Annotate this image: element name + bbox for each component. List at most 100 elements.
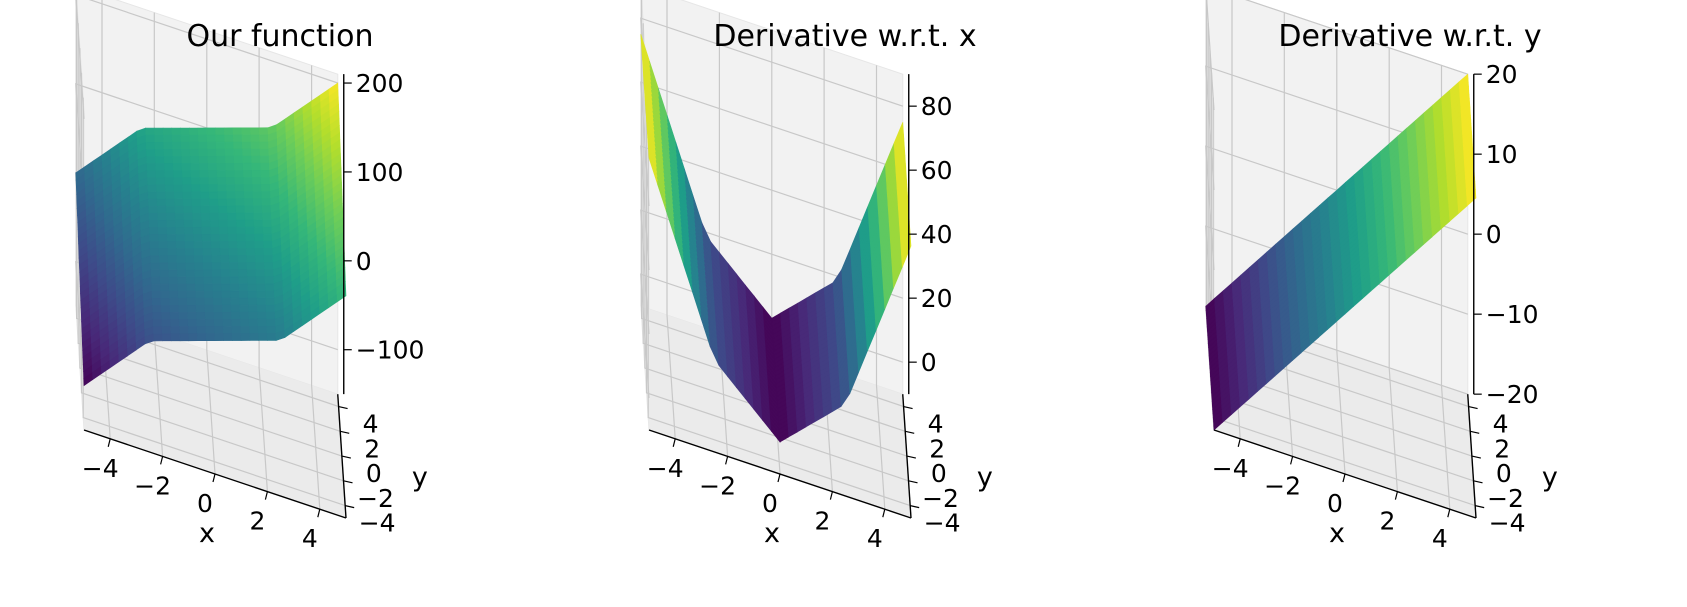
z-tick-label: −20 — [1486, 380, 1539, 409]
x-tick-mark — [1290, 456, 1294, 465]
z-tick-label: 20 — [1486, 60, 1518, 89]
surface-patch — [167, 262, 178, 271]
surface-patch — [165, 191, 175, 200]
surface-patch — [257, 318, 268, 327]
surface-patch — [238, 276, 249, 285]
surface-patch — [262, 219, 273, 228]
surface-patch — [236, 233, 247, 242]
surface — [1205, 73, 1477, 431]
surface-patch — [173, 184, 184, 193]
surface-patch — [258, 127, 269, 136]
surface-patch — [148, 198, 158, 207]
surface-patch — [152, 319, 163, 328]
surface-patch — [249, 333, 260, 341]
y-tick-mark — [903, 405, 913, 410]
surface-patch — [260, 184, 271, 192]
y-gridline — [647, 97, 911, 507]
surface-patch — [222, 326, 233, 334]
surface-patch — [223, 127, 234, 136]
z-tick-label: 0 — [1486, 220, 1502, 249]
surface-patch — [201, 219, 211, 228]
surface-patch — [169, 297, 180, 306]
surface-patch — [219, 233, 229, 242]
surface-patch — [203, 290, 214, 299]
z-tick-label: 40 — [921, 220, 953, 249]
surface-patch — [197, 127, 208, 136]
y-tick-label: −2 — [357, 484, 394, 513]
surface-patch — [190, 163, 201, 171]
surface-patch — [188, 127, 199, 136]
y-tick-label: 0 — [931, 459, 947, 488]
surface-patch — [202, 255, 213, 264]
surface-patch — [195, 290, 205, 299]
z-tick-label: 0 — [921, 348, 937, 377]
surface-patch — [148, 205, 159, 214]
surface-patch — [224, 155, 235, 164]
surface-patch — [242, 162, 253, 171]
y-tick-label: 4 — [928, 410, 944, 439]
surface-patch — [206, 134, 217, 143]
surface-patch — [210, 234, 221, 242]
surface-patch — [183, 219, 194, 228]
surface-patch — [225, 177, 236, 185]
surface-patch — [170, 319, 180, 327]
surface-patch — [250, 148, 261, 157]
surface-patch — [155, 156, 165, 164]
surface-patch — [184, 248, 195, 257]
surface-patch — [177, 283, 188, 292]
surface-patch — [204, 304, 215, 313]
surface-patch — [254, 233, 264, 242]
surface-patch — [204, 311, 215, 320]
surface-patch — [151, 297, 162, 306]
surface-patch — [148, 220, 159, 228]
surface-patch — [154, 149, 165, 157]
x-tick-mark — [777, 473, 781, 483]
surface-patch — [203, 283, 214, 292]
surface-patch — [182, 198, 193, 207]
surface-patch — [233, 163, 244, 171]
surface-patch — [192, 219, 203, 228]
x-tick-mark — [829, 491, 833, 500]
surface-patch — [251, 162, 262, 171]
surface-patch — [150, 262, 161, 271]
surface-patch — [176, 262, 187, 271]
surface-patch — [179, 326, 189, 335]
surface-patch — [220, 262, 231, 271]
y-tick-mark — [1475, 505, 1485, 509]
y-tick-label: −2 — [922, 484, 959, 513]
z-tick-label: 0 — [356, 247, 372, 276]
y-axis-label: y — [977, 462, 993, 493]
surface-patch — [235, 198, 246, 207]
y-tick-mark — [905, 430, 915, 434]
x-tick-label: −4 — [1212, 454, 1249, 483]
surface-patch — [194, 283, 205, 292]
surface-patch — [262, 233, 273, 242]
surface-patch — [219, 248, 230, 256]
y-tick-label: 0 — [1496, 459, 1512, 488]
surface-patch — [231, 333, 242, 341]
x-gridline — [875, 65, 886, 510]
surface-patch — [230, 290, 240, 299]
z-tick-label: 20 — [921, 284, 953, 313]
surface-patch — [181, 170, 192, 179]
surface-patch — [229, 269, 240, 278]
surface-patch — [212, 283, 223, 292]
x-tick-label: 4 — [1432, 524, 1448, 553]
y-tick-mark — [906, 455, 917, 459]
surface-patch — [176, 248, 186, 256]
surface-patch — [231, 326, 242, 334]
surface-patch — [147, 177, 157, 186]
surface-patch — [223, 333, 233, 341]
surface-patch — [264, 269, 275, 278]
surface-patch — [178, 297, 188, 306]
surface-patch — [237, 255, 248, 263]
surface-patch — [168, 283, 179, 292]
surface-patch — [186, 297, 197, 306]
surface-patch — [259, 155, 270, 164]
surface-patch — [244, 198, 254, 207]
surface-patch — [158, 248, 169, 257]
surface-patch — [185, 269, 196, 278]
surface-patch — [147, 184, 158, 193]
surface-patch — [215, 127, 225, 136]
surface-patch — [210, 226, 220, 235]
